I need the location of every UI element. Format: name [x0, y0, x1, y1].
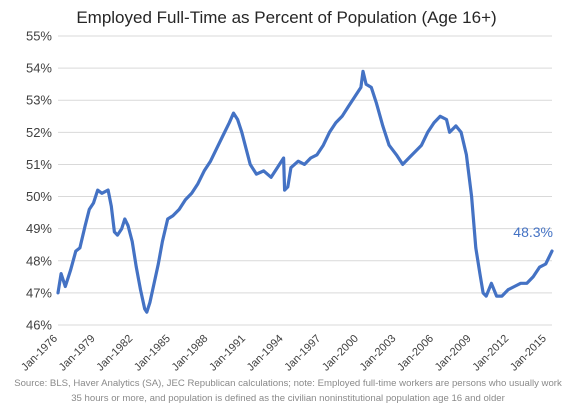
x-tick-label: Jan-1991: [207, 333, 248, 374]
y-axis-labels: 46% 47% 48% 49% 50% 51% 52% 53% 54% 55%: [26, 29, 52, 333]
x-tick-label: Jan-2006: [395, 333, 436, 374]
y-tick-label: 46%: [26, 318, 52, 333]
y-tick-label: 49%: [26, 221, 52, 236]
x-tick-label: Jan-2009: [433, 333, 474, 374]
x-tick-label: Jan-1976: [19, 333, 60, 374]
y-tick-label: 54%: [26, 61, 52, 76]
gridlines: [58, 35, 552, 326]
x-tick-label: Jan-2000: [320, 333, 361, 374]
end-value-label: 48.3%: [513, 224, 553, 240]
x-tick-label: Jan-1994: [245, 333, 286, 374]
x-tick-label: Jan-2012: [470, 333, 511, 374]
plot-area: 48.3%: [56, 69, 554, 314]
y-tick-label: 50%: [26, 189, 52, 204]
y-tick-label: 52%: [26, 125, 52, 140]
x-tick-label: Jan-1985: [132, 333, 173, 374]
source-note: Source: BLS, Haver Analytics (SA), JEC R…: [14, 378, 562, 404]
y-tick-label: 48%: [26, 253, 52, 268]
y-tick-label: 55%: [26, 29, 52, 44]
x-tick-label: Jan-1997: [282, 333, 323, 374]
x-tick-label: Jan-1979: [57, 333, 98, 374]
y-tick-label: 47%: [26, 285, 52, 300]
x-tick-label: Jan-1982: [94, 333, 135, 374]
x-tick-label: Jan-2003: [358, 333, 399, 374]
y-tick-label: 53%: [26, 93, 52, 108]
series-line: [56, 69, 554, 314]
x-tick-label: Jan-1988: [170, 333, 211, 374]
x-tick-label: Jan-2015: [508, 333, 549, 374]
y-tick-label: 51%: [26, 157, 52, 172]
x-axis-labels: Jan-1976Jan-1979Jan-1982Jan-1985Jan-1988…: [19, 333, 549, 374]
chart-title: Employed Full-Time as Percent of Populat…: [76, 8, 497, 27]
